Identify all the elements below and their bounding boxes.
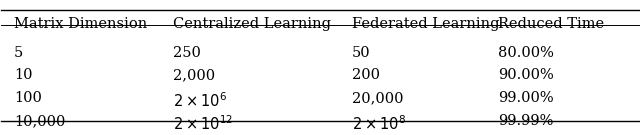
- Text: 20,000: 20,000: [352, 91, 403, 105]
- Text: 90.00%: 90.00%: [499, 68, 554, 82]
- Text: 2,000: 2,000: [173, 68, 216, 82]
- Text: 80.00%: 80.00%: [499, 46, 554, 60]
- Text: $2 \times 10^{12}$: $2 \times 10^{12}$: [173, 114, 234, 133]
- Text: $2 \times 10^{8}$: $2 \times 10^{8}$: [352, 114, 406, 133]
- Text: 99.99%: 99.99%: [499, 114, 554, 128]
- Text: $2 \times 10^{6}$: $2 \times 10^{6}$: [173, 91, 227, 110]
- Text: 100: 100: [14, 91, 42, 105]
- Text: 250: 250: [173, 46, 202, 60]
- Text: 50: 50: [352, 46, 371, 60]
- Text: 10,000: 10,000: [14, 114, 65, 128]
- Text: Centralized Learning: Centralized Learning: [173, 17, 332, 31]
- Text: 10: 10: [14, 68, 33, 82]
- Text: 5: 5: [14, 46, 24, 60]
- Text: Federated Learning: Federated Learning: [352, 17, 499, 31]
- Text: Reduced Time: Reduced Time: [499, 17, 605, 31]
- Text: Matrix Dimension: Matrix Dimension: [14, 17, 147, 31]
- Text: 200: 200: [352, 68, 380, 82]
- Text: 99.00%: 99.00%: [499, 91, 554, 105]
